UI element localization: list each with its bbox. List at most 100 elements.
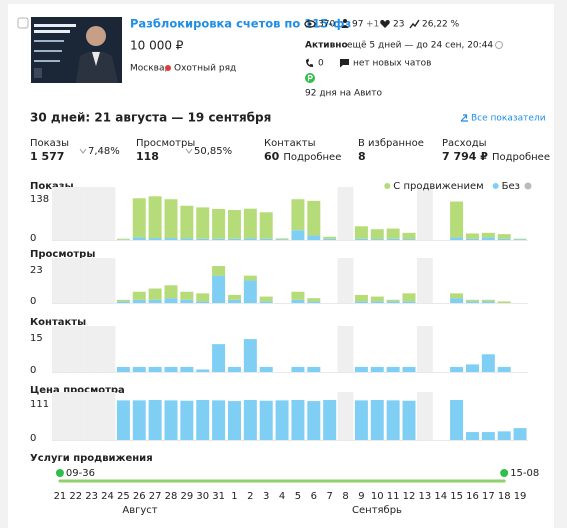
x-tick-label: 23	[85, 491, 98, 502]
bar	[116, 299, 130, 302]
bar	[497, 431, 511, 440]
inactive-band	[67, 392, 84, 441]
bar	[227, 238, 241, 240]
bar	[164, 238, 178, 240]
x-tick-label: 4	[279, 491, 285, 502]
conversion-icon	[409, 19, 420, 29]
bar	[307, 200, 321, 236]
city: Москва,	[130, 64, 167, 74]
bar	[132, 400, 146, 440]
bar	[243, 280, 257, 303]
x-tick-label: 15	[450, 491, 463, 502]
inactive-band	[416, 326, 433, 373]
bar	[354, 238, 368, 240]
bar	[148, 400, 162, 440]
x-tick-label: 24	[101, 491, 114, 502]
x-tick-label: 31	[212, 491, 225, 502]
inactive-band	[83, 258, 100, 304]
promo-marker	[55, 469, 64, 477]
bar	[164, 400, 178, 440]
metro: Охотный ряд	[174, 64, 236, 74]
inactive-band	[99, 326, 116, 373]
metric-link[interactable]: Подробнее	[283, 152, 341, 163]
status: Активно	[305, 41, 348, 51]
bar	[164, 199, 178, 239]
person-icon	[341, 19, 349, 28]
bar	[465, 299, 479, 302]
conversion: 26,22 %	[422, 20, 460, 30]
chart-title: Услуги продвижения	[30, 453, 153, 464]
bar	[164, 285, 178, 299]
bar	[402, 293, 416, 302]
thumbnail[interactable]	[31, 17, 122, 83]
legend-label: С продвижением	[393, 181, 483, 192]
bar	[291, 400, 305, 440]
legend-swatch	[492, 183, 499, 189]
metric-label: В избранное	[358, 138, 424, 149]
bar	[212, 209, 226, 239]
inactive-band	[416, 258, 433, 304]
heart-icon	[380, 20, 390, 28]
bar	[402, 366, 416, 372]
bar	[116, 301, 130, 303]
listing-title[interactable]: Разблокировка счетов по 115-фз	[130, 17, 351, 31]
bar	[386, 228, 400, 239]
bar	[402, 400, 416, 440]
inactive-band	[83, 326, 100, 373]
bar	[354, 366, 368, 372]
bar	[148, 299, 162, 303]
info-icon[interactable]	[495, 41, 503, 49]
bar	[323, 238, 337, 240]
bar	[243, 339, 257, 372]
bar	[481, 299, 495, 302]
y-tick-label: 0	[30, 433, 36, 444]
x-tick-label: 6	[311, 491, 317, 502]
bar	[259, 212, 273, 239]
bar	[513, 428, 527, 440]
bar	[180, 205, 194, 239]
phone-icon	[306, 58, 313, 67]
inactive-band	[67, 326, 84, 373]
bar	[497, 301, 511, 303]
bar	[497, 234, 511, 239]
help-icon[interactable]	[524, 182, 532, 190]
bar	[354, 400, 368, 440]
bar	[323, 236, 337, 239]
bar	[227, 210, 241, 239]
inactive-band	[99, 392, 116, 441]
x-tick-label: 22	[69, 491, 82, 502]
bar	[465, 233, 479, 239]
chart-title: Просмотры	[30, 249, 95, 260]
bar	[116, 366, 130, 372]
bar	[450, 366, 464, 372]
bar	[291, 299, 305, 303]
bar	[450, 293, 464, 299]
all-metrics-link[interactable]: Все показатели	[471, 114, 546, 124]
metric-label: Расходы	[442, 138, 487, 149]
x-tick-label: 12	[403, 491, 416, 502]
metric-link[interactable]: Подробнее	[492, 152, 550, 163]
bar	[465, 364, 479, 372]
favorites: 23	[393, 20, 404, 30]
bar	[291, 230, 305, 240]
inactive-band	[52, 392, 68, 441]
bar	[196, 369, 210, 372]
y-tick-label: 23	[30, 265, 43, 276]
x-tick-label: 21	[54, 491, 67, 502]
x-tick-label: 3	[263, 491, 269, 502]
metric-label: Показы	[30, 138, 69, 149]
inactive-band	[83, 392, 100, 441]
bar	[180, 366, 194, 372]
x-tick-label: 29	[180, 491, 193, 502]
bar	[259, 296, 273, 302]
y-tick-label: 15	[30, 333, 43, 344]
promo-marker	[500, 469, 509, 477]
bar	[259, 400, 273, 440]
metric-label: Просмотры	[136, 138, 195, 149]
price: 10 000 ₽	[130, 39, 184, 53]
bar	[291, 291, 305, 300]
checkbox[interactable]	[17, 17, 29, 29]
x-tick-label: 16	[466, 491, 479, 502]
y-tick-label: 0	[30, 233, 36, 244]
